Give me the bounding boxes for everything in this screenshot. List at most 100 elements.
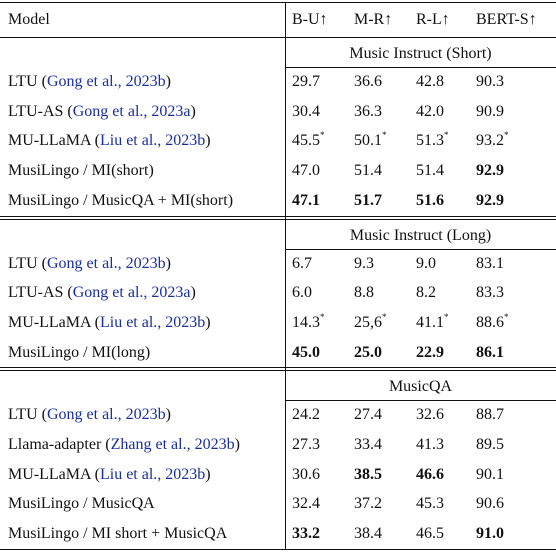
score-cell: 30.4	[292, 102, 320, 122]
rule	[0, 215, 556, 217]
model-cell: Llama-adapter (Zhang et al., 2023b)	[8, 435, 240, 455]
score-cell: 6.0	[292, 283, 312, 303]
citation[interactable]: Gong et al., 2023b	[46, 254, 166, 272]
model-name: LTU (	[8, 254, 47, 272]
section-title: Music Instruct (Long)	[349, 226, 492, 244]
rule	[285, 248, 556, 250]
score-cell: 9.0	[416, 254, 436, 274]
rule	[285, 67, 556, 68]
score: 90.6	[476, 495, 504, 513]
score: 14.3	[292, 313, 320, 331]
score: 51.7	[354, 191, 382, 209]
score-cell: 83.3	[476, 283, 504, 303]
model-name: MusiLingo / MI(long)	[8, 343, 151, 361]
model-name: MusiLingo / MusicQA	[8, 495, 155, 513]
rule	[0, 37, 556, 38]
marker: *	[320, 130, 325, 141]
model-cell: LTU-AS (Gong et al., 2023a)	[8, 102, 196, 122]
model-cell: MusiLingo / MusicQA	[8, 494, 155, 514]
model-name: Llama-adapter (	[8, 436, 111, 453]
score: 41.1	[416, 313, 444, 331]
marker: *	[382, 130, 387, 141]
score: 90.3	[476, 73, 504, 90]
score: 51.6	[416, 191, 444, 209]
score-cell: 32.6	[416, 405, 444, 425]
score-cell: 92.9	[476, 191, 504, 211]
model-name: LTU-AS (	[8, 102, 73, 120]
score-cell: 51.4	[416, 161, 444, 181]
score-cell: 91.0	[476, 524, 504, 544]
score-cell: 29.7	[292, 72, 320, 92]
citation[interactable]: Liu et al., 2023b	[99, 313, 206, 331]
rule	[0, 370, 556, 372]
score: 38.4	[354, 525, 382, 543]
score-cell: 9.3	[354, 254, 374, 274]
citation[interactable]: Zhang et al., 2023b	[110, 436, 235, 453]
score-cell: 14.3*	[292, 312, 325, 333]
citation[interactable]: Gong et al., 2023a	[72, 102, 191, 120]
score: 36.6	[354, 73, 382, 90]
score-cell: 90.1	[476, 465, 504, 485]
model-name: MU-LLaMA (	[8, 313, 100, 331]
score-cell: 38.4	[354, 524, 382, 544]
score: 92.9	[476, 162, 504, 180]
score: 46.6	[416, 465, 444, 483]
score: 25,6	[354, 313, 382, 331]
score: 86.1	[476, 343, 504, 361]
model-name: LTU (	[8, 73, 47, 90]
score: 93.2	[476, 132, 504, 150]
score-cell: 41.3	[416, 435, 444, 455]
score-cell: 88.6*	[476, 311, 509, 333]
score-cell: 93.2*	[476, 131, 509, 151]
punctuation: )	[165, 254, 171, 272]
model-cell: LTU (Gong et al., 2023b)	[8, 254, 171, 274]
score-cell: 45.3	[416, 494, 444, 514]
score-cell: 36.6	[354, 72, 382, 92]
score-cell: 25,6*	[354, 311, 387, 333]
score: 38.5	[354, 465, 382, 483]
model-cell: MU-LLaMA (Liu et al., 2023b)	[8, 465, 211, 485]
column-header: Model	[8, 11, 50, 28]
score: 8.2	[416, 284, 436, 302]
score-cell: 38.5	[354, 465, 382, 485]
score: 37.2	[354, 495, 382, 513]
marker: *	[504, 130, 509, 141]
score-cell: 8.8	[354, 283, 374, 303]
marker: *	[382, 311, 387, 322]
score-cell: 89.5	[476, 435, 504, 455]
score-cell: 33.2	[292, 524, 320, 544]
rule	[0, 218, 556, 220]
score-cell: 46.6	[416, 465, 444, 485]
score: 83.1	[476, 254, 504, 272]
score: 42.0	[416, 102, 444, 120]
score-cell: 90.6	[476, 494, 504, 514]
citation[interactable]: Gong et al., 2023a	[72, 284, 191, 302]
rule	[0, 2, 556, 3]
score-cell: 8.2	[416, 283, 436, 303]
score-cell: 47.0	[292, 161, 320, 181]
citation[interactable]: Gong et al., 2023b	[46, 73, 166, 90]
score: 51.4	[354, 162, 382, 180]
rule	[0, 367, 556, 369]
score: 6.0	[292, 284, 312, 302]
score-cell: 90.9	[476, 102, 504, 122]
score: 42.8	[416, 73, 444, 90]
score: 88.6	[476, 313, 504, 331]
citation[interactable]: Gong et al., 2023b	[46, 406, 166, 424]
score-cell: 22.9	[416, 343, 444, 363]
score-cell: 88.7	[476, 405, 504, 425]
score: 88.7	[476, 406, 504, 424]
citation[interactable]: Liu et al., 2023b	[99, 132, 206, 150]
punctuation: )	[165, 73, 171, 90]
punctuation: )	[205, 465, 211, 483]
score: 9.3	[354, 254, 374, 272]
score-cell: 92.9	[476, 161, 504, 181]
score: 25.0	[354, 343, 382, 361]
citation[interactable]: Liu et al., 2023b	[99, 465, 206, 483]
model-name: MusiLingo / MI(short)	[8, 162, 154, 180]
punctuation: )	[190, 102, 196, 120]
score: 91.0	[476, 525, 504, 543]
score-cell: 6.7	[292, 254, 312, 274]
marker: *	[504, 311, 509, 322]
score: 27.4	[354, 406, 382, 424]
